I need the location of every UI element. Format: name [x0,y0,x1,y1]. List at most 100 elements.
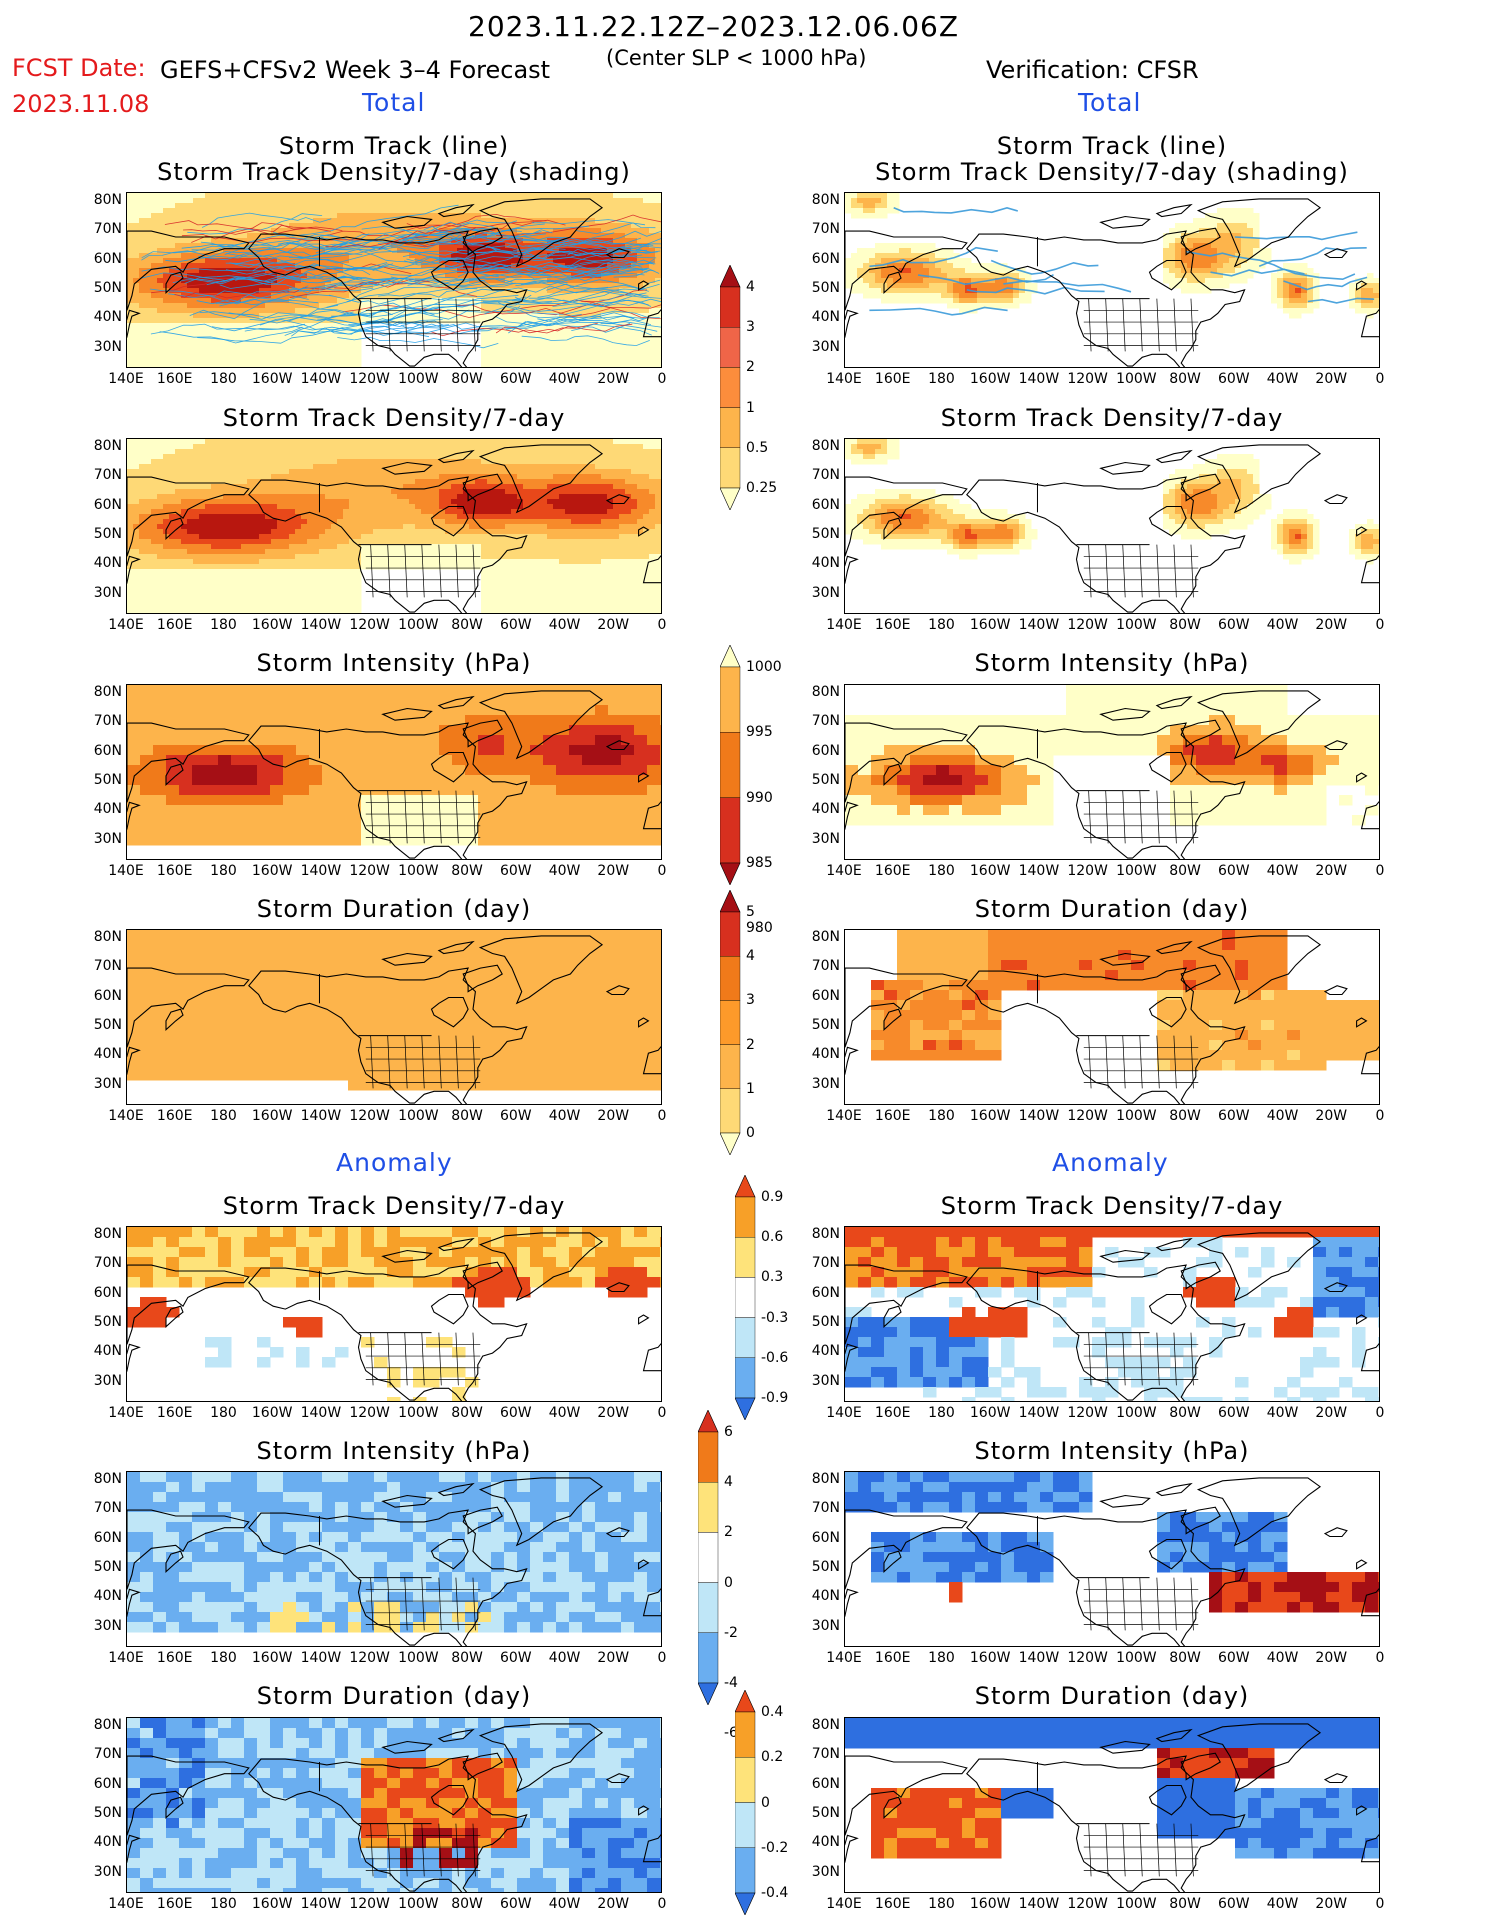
lon-tick-label: 80W [1169,1108,1201,1124]
lat-tick-label: 40N [93,1588,122,1605]
lon-tick-label: 80W [1169,1405,1201,1421]
lon-tick-label: 20W [597,617,630,633]
colorbar-tick-label: -4 [724,1675,738,1691]
lon-tick-label: 80W [1169,371,1201,387]
lat-tick-label: 50N [811,1016,840,1033]
lon-tick-label: 60W [1217,1896,1250,1912]
lon-tick-label: 40W [1266,1896,1299,1912]
lon-tick-label: 120W [349,1650,390,1666]
lon-tick-label: 0 [1375,863,1385,879]
coastlines [845,690,1379,859]
coastlines [127,690,661,859]
lat-tick-label: 70N [93,221,122,238]
lat-tick-label: 30N [93,338,122,355]
title-density-right: Storm Track Density/7-day [940,404,1284,432]
lat-tick-label: 50N [93,525,122,542]
lon-tick-label: 140W [1018,1896,1060,1912]
lon-tick-label: 140E [108,1650,144,1666]
lat-tick-label: 50N [811,1558,840,1575]
lon-tick-label: 0 [1375,617,1385,633]
lon-tick-label: 60W [499,617,532,633]
lon-tick-label: 60W [1217,1405,1250,1421]
lon-tick-label: 80W [1169,617,1201,633]
colorbar-tick-label: 2 [746,1036,755,1053]
lon-tick-label: 140E [826,1650,862,1666]
lat-tick-label: 70N [811,1255,840,1272]
title-duration-left: Storm Duration (day) [256,895,532,923]
lon-tick-label: 100W [398,371,439,387]
title-track-line-left: Storm Track (line) [278,132,510,160]
lon-tick-label: 160W [969,1405,1011,1421]
colorbar-tick-label: 3 [746,319,755,336]
lon-tick-label: 60W [499,1650,532,1666]
lon-tick-label: 0 [657,1650,667,1666]
colorbar-tick-label: 995 [746,724,773,741]
lat-tick-label: 50N [93,1804,122,1821]
section-total-right: Total [1078,88,1142,117]
lon-tick-label: 180 [928,1405,955,1421]
lon-tick-label: 140E [108,617,144,633]
lon-tick-label: 180 [928,617,955,633]
lon-tick-label: 80W [451,617,483,633]
lat-tick-label: 60N [811,1284,840,1301]
track-left-map [126,192,662,368]
lat-tick-label: 30N [93,1863,122,1880]
lon-tick-label: 60W [1217,1108,1250,1124]
field-shading [127,685,661,846]
colorbar-tick-label: -6 [724,1725,738,1742]
lon-tick-label: 100W [1116,863,1157,879]
lon-tick-label: 40W [1266,617,1299,633]
lat-tick-label: 60N [811,987,840,1004]
title-track-shading-right: Storm Track Density/7-day (shading) [875,158,1349,186]
lat-tick-label: 70N [93,1500,122,1517]
lon-tick-label: 160W [969,617,1011,633]
colorbar-tick-label: 0.5 [746,439,769,456]
lon-tick-label: 180 [210,863,237,879]
intensity-total-colorbar [719,644,742,889]
lat-tick-label: 70N [811,1746,840,1763]
lat-tick-label: 40N [811,1588,840,1605]
lat-tick-label: 80N [811,929,840,945]
lon-tick-label: 180 [210,1896,237,1912]
lon-tick-label: 80W [1169,863,1201,879]
coastlines [845,1232,1379,1401]
colorbar-tick-label: -0.4 [761,1885,789,1901]
lon-tick-label: 180 [928,863,955,879]
lon-tick-label: 160E [156,863,193,879]
colorbar-tick-label: -2 [724,1624,738,1641]
lat-tick-label: 30N [93,1617,122,1634]
lon-tick-label: 20W [1315,1405,1348,1421]
lon-tick-label: 140E [108,1108,144,1124]
lon-tick-label: 80W [451,1405,483,1421]
lon-tick-label: 40W [1266,371,1299,387]
colorbar-tick-label: 0.9 [761,1189,784,1205]
lon-tick-label: 0 [657,617,667,633]
lat-tick-label: 80N [811,438,840,454]
lon-tick-label: 160E [874,1108,911,1124]
density-left-map [126,438,662,614]
model-label: GEFS+CFSv2 Week 3–4 Forecast [160,56,551,84]
field-shading [845,685,1379,826]
section-anomaly-right: Anomaly [1052,1148,1169,1177]
colorbar-tick-label: 0 [746,1125,755,1141]
lat-tick-label: 80N [811,1471,840,1487]
coastlines [845,935,1379,1104]
field-shading [871,930,1379,1071]
lon-tick-label: 140E [826,1896,862,1912]
lon-tick-label: 180 [210,1108,237,1124]
slp-criterion: (Center SLP < 1000 hPa) [606,46,867,70]
lon-tick-label: 80W [451,1108,483,1124]
lon-tick-label: 100W [1116,1405,1157,1421]
coastlines [845,444,1379,613]
fcst-date-label: FCST Date: [12,54,146,82]
colorbar-tick-label: 0.25 [746,480,778,496]
lon-tick-label: 0 [657,371,667,387]
lon-tick-label: 60W [1217,863,1250,879]
lon-tick-label: 180 [928,1650,955,1666]
field-shading [845,1227,1379,1401]
lat-tick-label: 70N [811,1500,840,1517]
lon-tick-label: 40W [1266,1405,1299,1421]
density-total-colorbar [719,264,742,514]
lat-tick-label: 60N [811,1529,840,1546]
colorbar-tick-label: 1 [746,399,755,416]
